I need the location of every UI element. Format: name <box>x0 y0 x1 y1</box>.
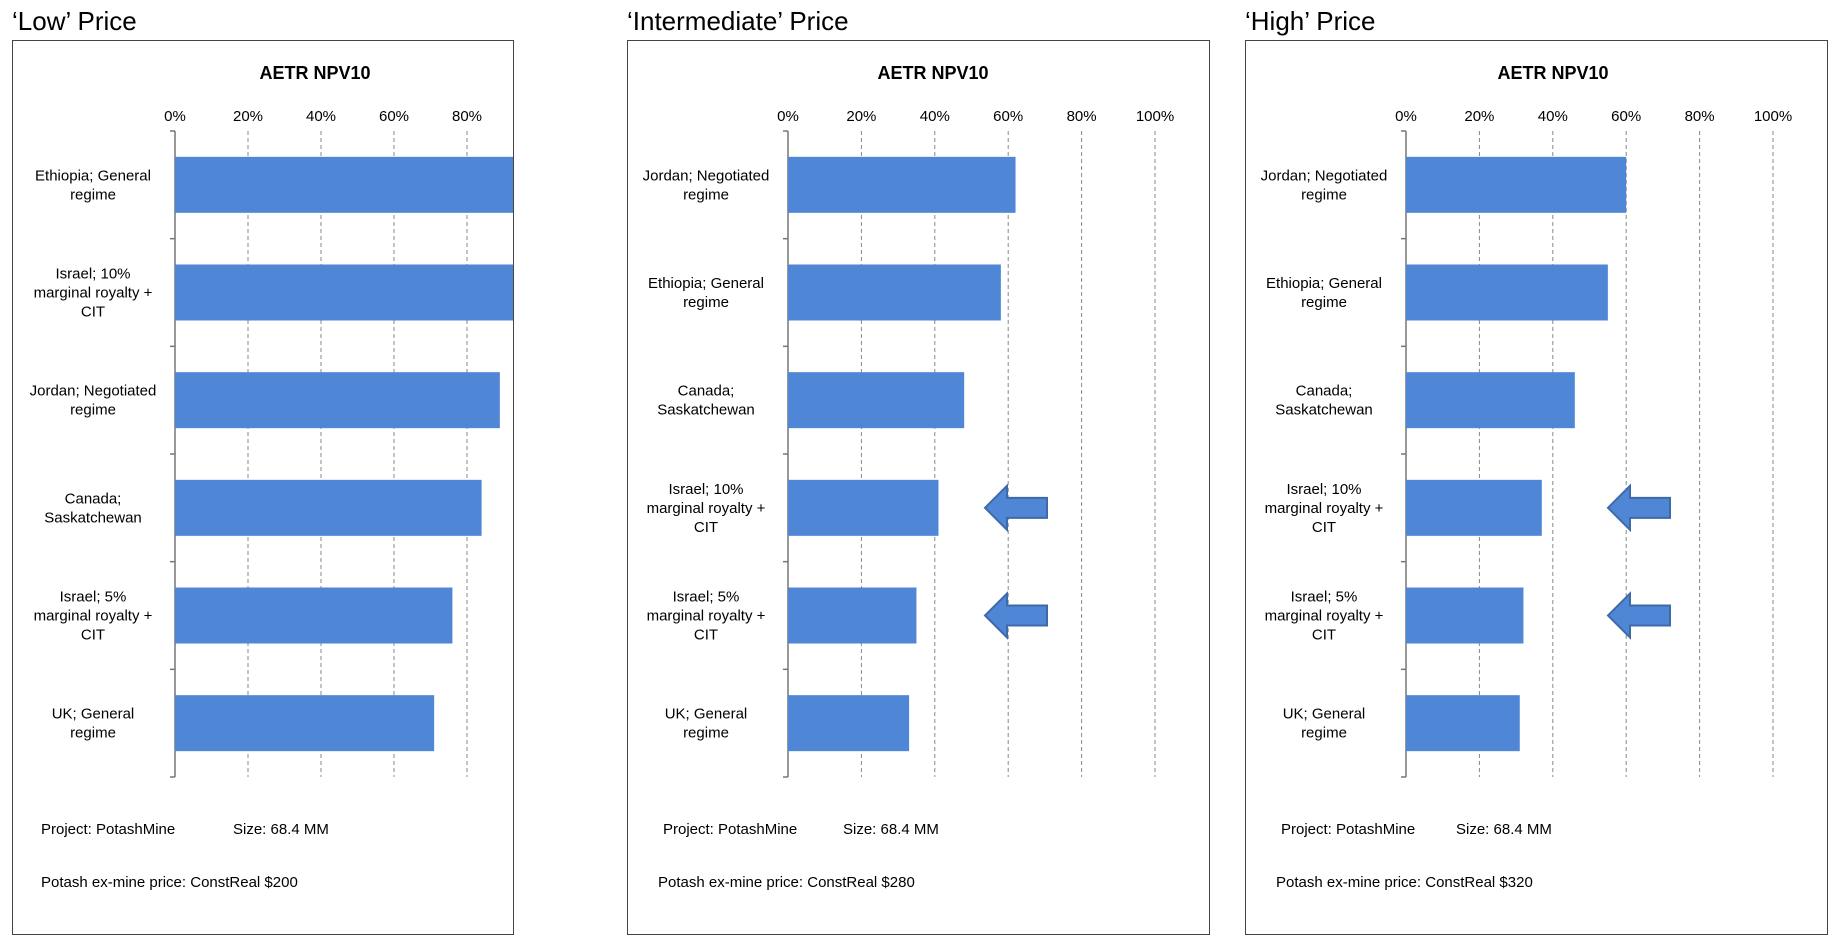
bar <box>788 372 965 429</box>
bar <box>175 372 500 429</box>
category-label: Israel; 10% marginal royalty + CIT <box>34 266 153 321</box>
category-label: UK; General regime <box>665 706 748 742</box>
x-tick-label: 20% <box>846 108 876 125</box>
bar <box>788 264 1001 321</box>
category-label: Jordan; Negotiated regime <box>30 383 157 419</box>
x-tick-label: 60% <box>1611 108 1641 125</box>
panel-heading-intermediate: ‘Intermediate’ Price <box>627 6 849 36</box>
x-tick-label: 0% <box>1395 108 1417 125</box>
category-label: Israel; 5% marginal royalty + CIT <box>647 589 766 644</box>
bar <box>788 695 910 752</box>
bar <box>175 156 513 213</box>
bar <box>1406 587 1524 644</box>
category-label: Jordan; Negotiated regime <box>643 167 770 203</box>
bar <box>788 479 939 536</box>
x-tick-label: 20% <box>233 108 263 125</box>
bar <box>175 264 513 321</box>
bar <box>1406 156 1627 213</box>
highlight-arrow-icon <box>1606 591 1671 640</box>
x-tick-label: 20% <box>1464 108 1494 125</box>
category-label: Canada; Saskatchewan <box>44 490 142 526</box>
category-label: Israel; 10% marginal royalty + CIT <box>1265 481 1384 536</box>
category-label: Israel; 5% marginal royalty + CIT <box>34 589 153 644</box>
category-label: Israel; 5% marginal royalty + CIT <box>1265 589 1384 644</box>
x-tick-label: 40% <box>306 108 336 125</box>
x-tick-label: 0% <box>777 108 799 125</box>
bar <box>788 156 1016 213</box>
chart-title: AETR NPV10 <box>1497 63 1608 83</box>
size-label: Size: 68.4 MM <box>1456 821 1552 838</box>
bar <box>1406 695 1520 752</box>
project-label: Project: PotashMine <box>1281 821 1416 838</box>
x-tick-label: 60% <box>993 108 1023 125</box>
panel-heading-low: ‘Low’ Price <box>12 6 137 36</box>
chart-title: AETR NPV10 <box>877 63 988 83</box>
category-label: Ethiopia; General regime <box>1266 275 1382 311</box>
chart-panel-intermediate: AETR NPV10 0% 20% 40% 60% 80% 100% Jordan; Nego… <box>627 40 1210 935</box>
bar <box>175 695 435 752</box>
chart-title: AETR NPV10 <box>259 63 370 83</box>
price-label: Potash ex-mine price: ConstReal $320 <box>1276 874 1533 891</box>
highlight-arrow-icon <box>983 591 1048 640</box>
highlight-arrow-icon <box>983 483 1048 533</box>
bar <box>175 587 453 644</box>
x-tick-label: 80% <box>1067 108 1097 125</box>
project-label: Project: PotashMine <box>663 821 798 838</box>
category-label: Canada; Saskatchewan <box>657 383 755 419</box>
bar <box>1406 264 1608 321</box>
category-label: Jordan; Negotiated regime <box>1261 167 1388 203</box>
bar <box>788 587 917 644</box>
bar <box>175 479 482 536</box>
size-label: Size: 68.4 MM <box>843 821 939 838</box>
size-label: Size: 68.4 MM <box>233 821 329 838</box>
x-tick-label: 40% <box>1538 108 1568 125</box>
x-tick-label: 100% <box>1136 108 1174 125</box>
bar <box>1406 479 1542 536</box>
bar <box>1406 372 1575 429</box>
highlight-arrow-icon <box>1606 483 1671 533</box>
category-label: UK; General regime <box>52 706 135 742</box>
chart-panel-high: AETR NPV10 0% 20% 40% 60% 80% 100% Jordan; Nego… <box>1245 40 1828 935</box>
x-tick-label: 80% <box>452 108 482 125</box>
project-label: Project: PotashMine <box>41 821 176 838</box>
price-label: Potash ex-mine price: ConstReal $200 <box>41 874 298 891</box>
x-tick-label: 100% <box>1754 108 1792 125</box>
x-tick-label: 40% <box>920 108 950 125</box>
x-tick-label: 80% <box>1685 108 1715 125</box>
category-label: Canada; Saskatchewan <box>1275 383 1373 419</box>
x-tick-label: 60% <box>379 108 409 125</box>
category-label: Ethiopia; General regime <box>35 167 151 203</box>
category-label: UK; General regime <box>1283 706 1366 742</box>
price-label: Potash ex-mine price: ConstReal $280 <box>658 874 915 891</box>
category-label: Ethiopia; General regime <box>648 275 764 311</box>
x-tick-label: 0% <box>164 108 186 125</box>
chart-svg-high: AETR NPV10 0% 20% 40% 60% 80% 100% Jordan; Nego… <box>1261 63 1792 778</box>
category-label: Israel; 10% marginal royalty + CIT <box>647 481 766 536</box>
chart-svg-intermediate: AETR NPV10 0% 20% 40% 60% 80% 100% Jordan; Nego… <box>643 63 1174 778</box>
panel-heading-high: ‘High’ Price <box>1245 6 1376 36</box>
